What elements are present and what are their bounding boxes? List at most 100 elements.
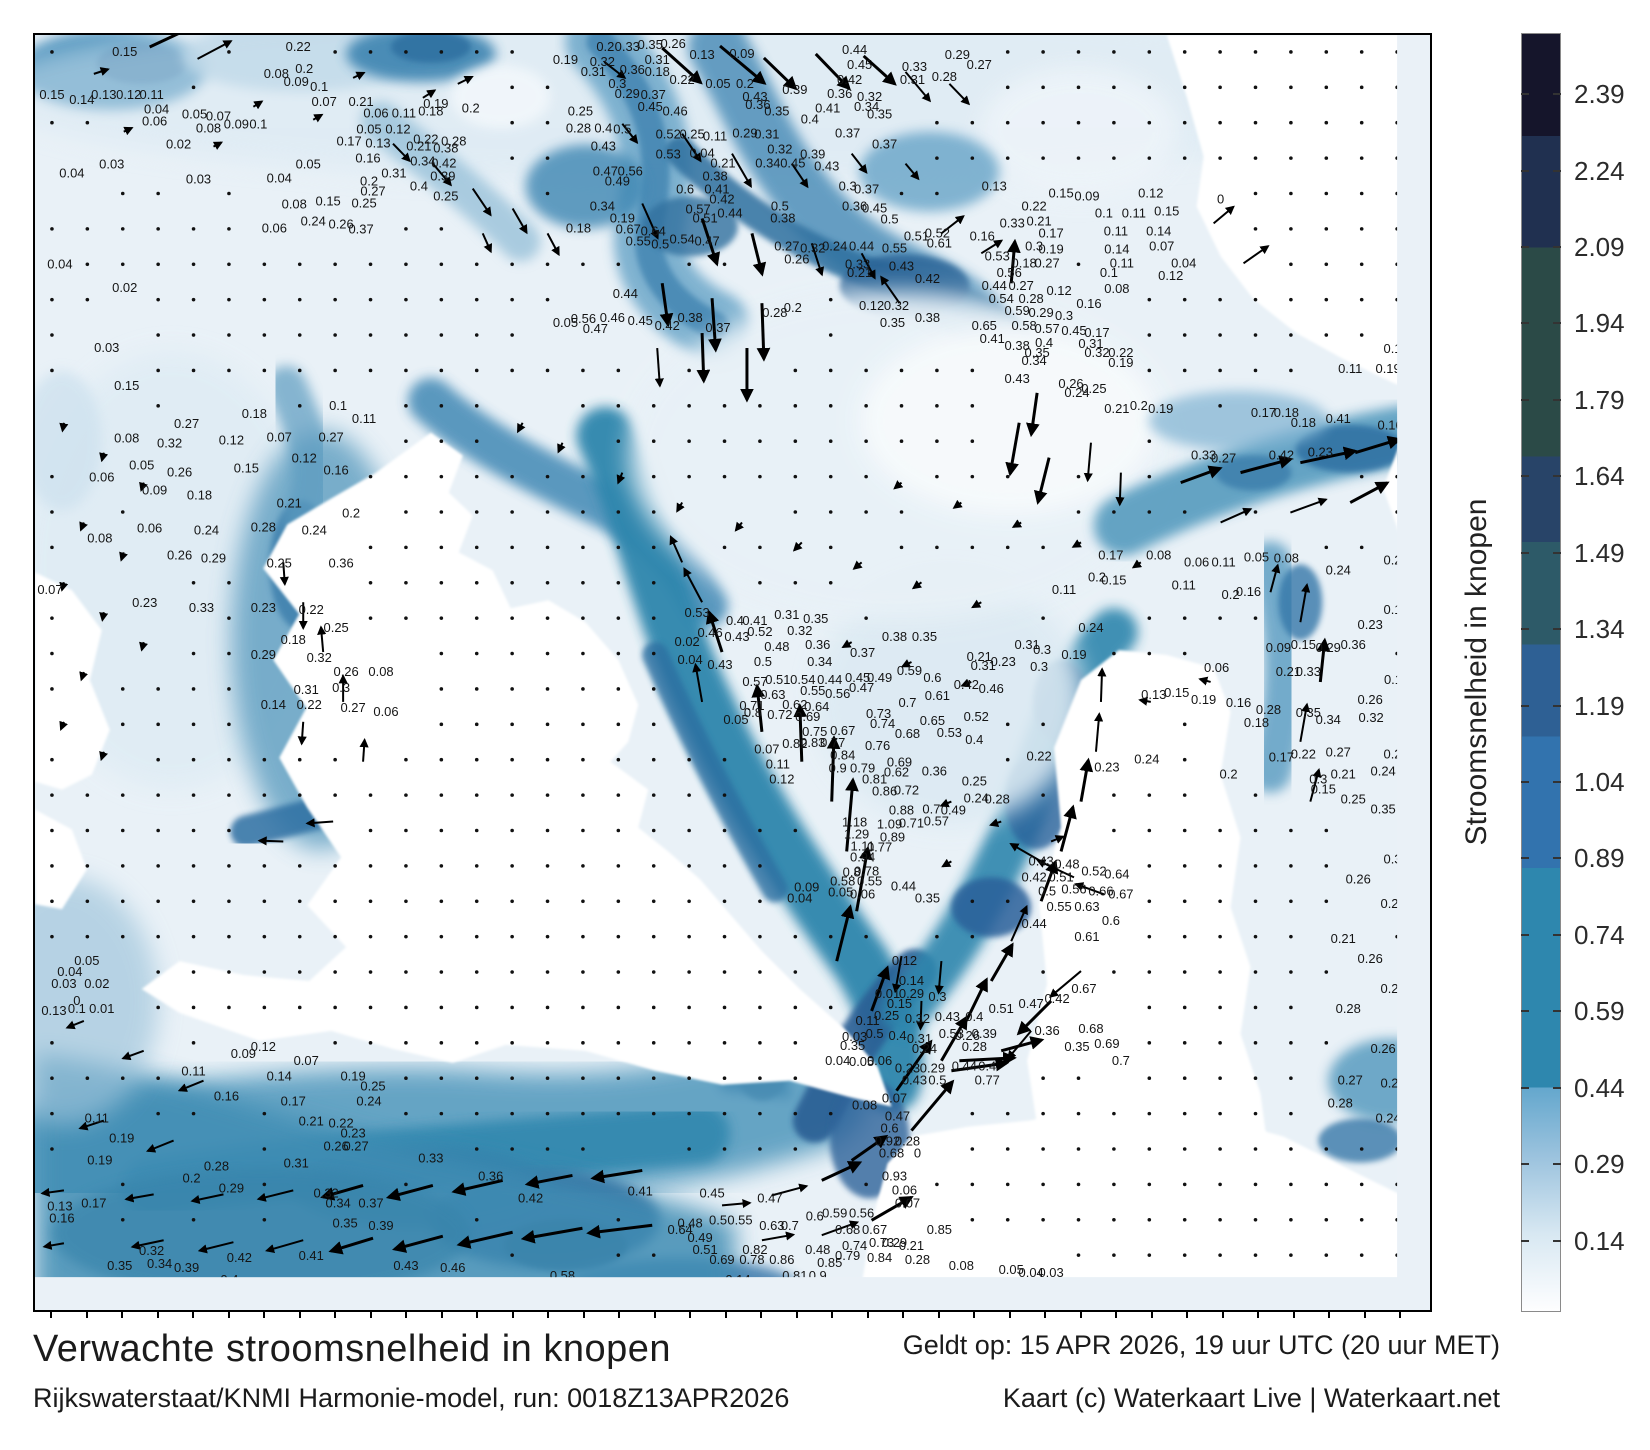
grid-dot [1147,368,1152,373]
grid-dot [970,1111,975,1116]
current-direction-arrow [756,303,771,362]
grid-dot [1289,934,1293,939]
grid-dot [191,793,196,797]
grid-dot [687,439,691,444]
grid-dot [474,864,479,868]
grid-dot [722,1147,727,1151]
grid-dot [404,970,408,974]
grid-dot [1041,1111,1045,1116]
grid-dot [227,899,231,904]
axis-tick [937,1312,940,1318]
grid-dot [227,50,231,54]
speed-value-label: 0.01 [89,1001,114,1016]
speed-value-label: 0.28 [905,1252,930,1267]
grid-dot [156,722,160,727]
grid-dot [1395,1217,1398,1222]
current-direction-arrow [948,83,971,106]
speed-value-label: 0.93 [882,1168,907,1183]
speed-value-label: 0.37 [641,87,666,102]
grid-dot [1112,1217,1116,1222]
grid-dot [474,616,479,620]
speed-value-label: 0.28 [566,121,591,136]
speed-value-label: 0.48 [678,1215,703,1230]
speed-value-label: 0.36 [805,637,830,652]
current-direction-arrow [139,481,148,492]
sea-current-shading [979,66,1179,197]
grid-dot [616,1253,621,1257]
speed-value-label: 0.38 [678,310,703,325]
current-direction-arrow [1316,637,1331,683]
speed-value-label: 0.2 [360,174,378,189]
speed-value-label: 0.16 [1076,296,1101,311]
speed-value-label: 0.18 [1244,715,1269,730]
current-direction-arrow [705,609,724,653]
speed-value-label: 0.56 [571,311,596,326]
grid-dot [1147,616,1152,620]
grid-dot [864,439,868,444]
speed-value-label: 0.21 [299,1114,324,1129]
current-direction-arrow [59,422,69,433]
speed-value-label: 0.23 [132,595,157,610]
current-direction-arrow [328,1236,374,1255]
grid-dot [1147,1041,1152,1045]
grid-dot [156,368,160,373]
grid-dot [50,1076,54,1081]
grid-dot [50,510,54,514]
grid-dot [50,474,54,479]
speed-value-label: 0.53 [656,147,681,162]
grid-dot [1324,262,1329,267]
speed-value-label: 0.84 [830,748,855,763]
current-direction-arrow [197,40,233,60]
grid-dot [758,864,762,868]
grid-dot [439,864,444,868]
current-direction-arrow [721,1198,752,1209]
speed-value-label: 0.32 [767,142,792,157]
grid-dot [1112,1147,1116,1151]
grid-dot [1359,1217,1364,1222]
speed-value-label: 0.15 [39,87,64,102]
grid-dot [651,970,656,974]
grid-dot [156,864,160,868]
grid-dot [1289,227,1293,231]
grid-dot [758,1147,762,1151]
model-run-info: Rijkswaterstaat/KNMI Harmonie-model, run… [33,1383,790,1413]
grid-dot [651,439,656,444]
speed-value-label: 0.23 [251,600,276,615]
current-direction-arrow [456,1230,513,1249]
grid-dot [156,191,160,196]
current-direction-arrow [826,735,841,802]
speed-value-label: 0.08 [282,196,307,211]
speed-value-label: 0.24 [194,522,219,537]
current-direction-arrow [279,562,289,587]
grid-dot [120,864,125,868]
grid-dot [545,1147,550,1151]
current-direction-arrow [1180,465,1223,485]
grid-dot [616,1041,621,1045]
speed-value-label: 0.7 [898,695,916,710]
speed-value-label: 0.81 [782,1268,807,1283]
current-direction-arrow [130,1239,164,1250]
speed-value-label: 0.84 [867,1250,892,1265]
current-speed-map: 0.15 0.22 0.08 0.2 0.09 0.1 0.15 0.14 0.13 0.12 0.… [33,33,1432,1312]
speed-value-label: 0.46 [440,1260,465,1275]
grid-dot [935,1182,939,1187]
current-direction-arrow [546,232,560,257]
speed-value-label: 0.25 [324,620,349,635]
grid-dot [1324,1182,1329,1187]
current-direction-arrow [511,207,528,235]
speed-value-label: 0.69 [887,755,912,770]
speed-value-label: 0.17 [1269,750,1294,765]
speed-value-label: 0.57 [685,201,710,216]
grid-dot [1147,120,1152,125]
current-direction-arrow [989,942,1014,982]
speed-value-label: 0.44 [842,42,867,57]
speed-value-label: 0.82 [742,1242,767,1257]
grid-dot [1112,793,1116,797]
current-direction-arrow [1005,422,1021,477]
speed-value-label: 0.78 [739,1252,764,1267]
grid-dot [828,545,833,550]
grid-dot [935,191,939,196]
current-direction-arrow [586,1223,653,1239]
current-direction-arrow [124,1193,154,1203]
speed-value-label: 0.34 [807,654,832,669]
